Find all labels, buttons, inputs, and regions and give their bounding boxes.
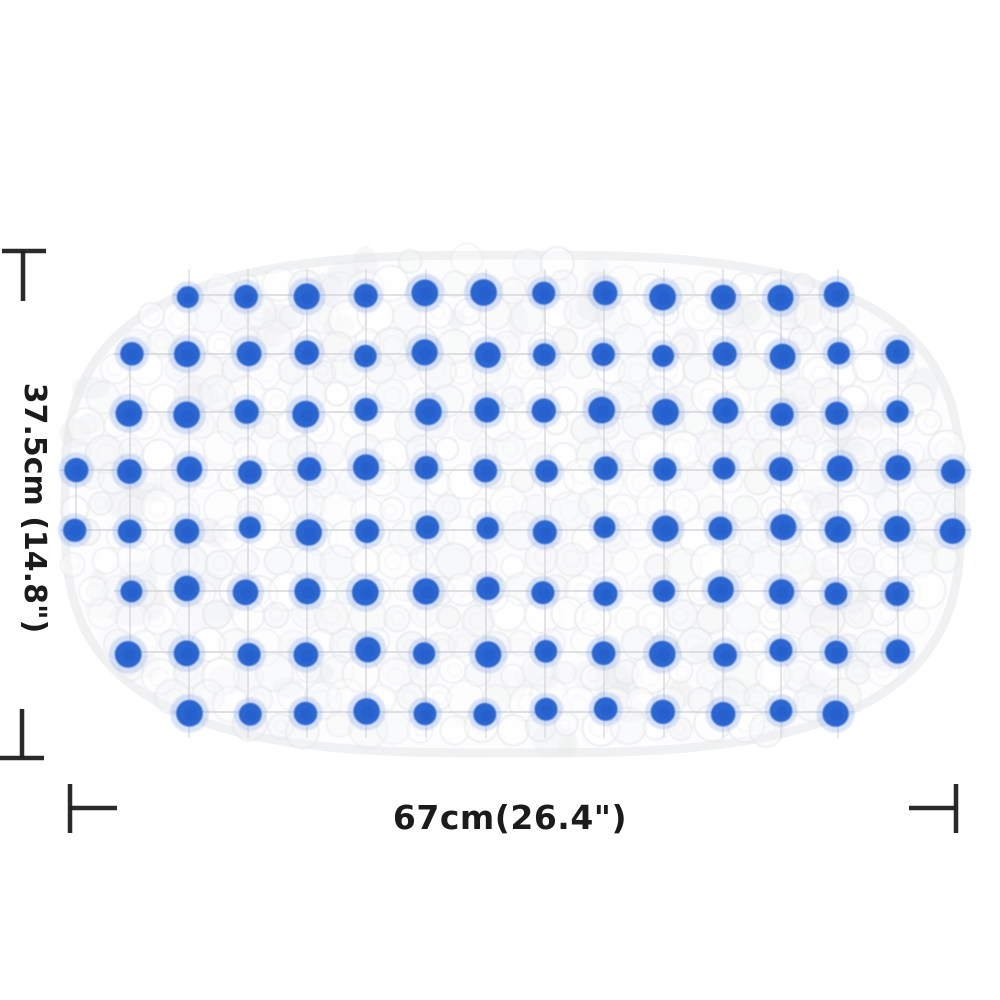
dimension-tick-marks	[0, 248, 959, 833]
width-dimension-label: 67cm(26.4")	[392, 798, 628, 837]
height-dimension-label: 37.5cm (14.8")	[17, 382, 52, 634]
suction-dots	[57, 273, 972, 733]
